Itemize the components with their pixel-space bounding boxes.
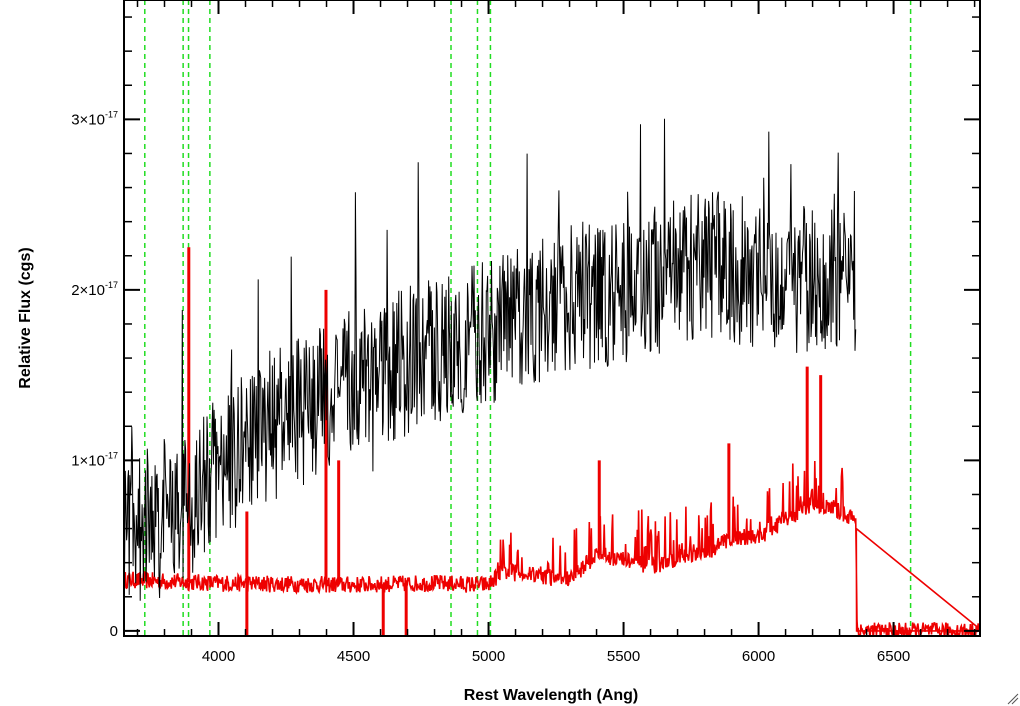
series-layer (124, 118, 980, 636)
y-tick-label: 3×10-17 (71, 109, 118, 128)
error-series-line (124, 460, 980, 636)
x-axis-title: Rest Wavelength (Ang) (464, 687, 639, 704)
x-tick-label: 6000 (742, 648, 775, 665)
x-tick-label: 6500 (877, 648, 910, 665)
resize-grip-icon (1007, 693, 1019, 705)
y-axis-title: Relative Flux (cgs) (17, 247, 34, 388)
x-tick-label: 5500 (607, 648, 640, 665)
y-tick-label: 2×10-17 (71, 280, 118, 299)
x-tick-label: 4000 (202, 648, 235, 665)
plot-frame (123, 0, 981, 637)
x-axis-ticks: 4000 4500 5000 5500 6000 6500 (136, 0, 976, 665)
y-axis-ticks: 0 1×10-17 2×10-17 3×10-17 (71, 16, 980, 640)
x-tick-label: 5000 (472, 648, 505, 665)
y-tick-label: 1×10-17 (71, 450, 118, 469)
x-tick-label: 4500 (337, 648, 370, 665)
spectrum-series-line (124, 118, 857, 601)
y-tick-label: 0 (110, 623, 118, 640)
